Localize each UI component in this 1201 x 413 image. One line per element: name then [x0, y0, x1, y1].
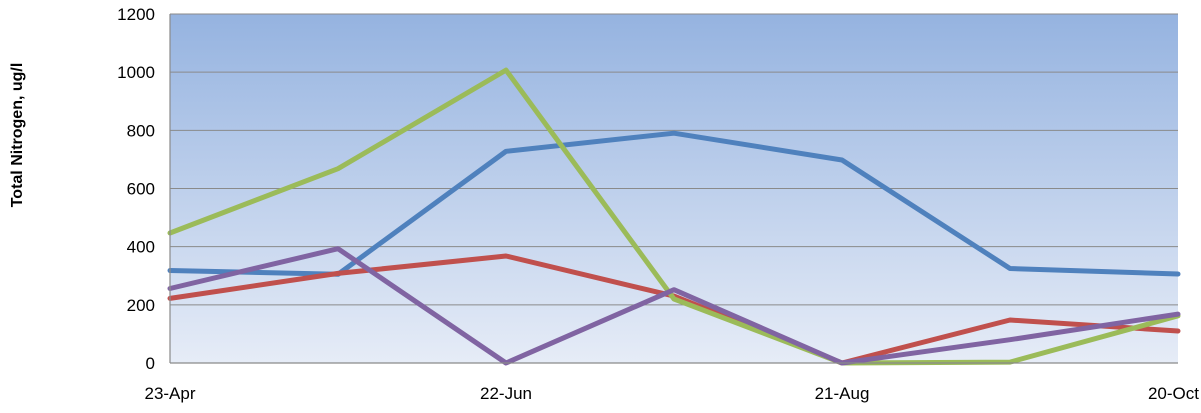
- y-tick-label: 400: [127, 238, 155, 257]
- series-line-3: [167, 67, 1181, 366]
- series-line-4: [167, 246, 1181, 366]
- x-tick-label: 21-Aug: [815, 384, 870, 403]
- series-lines: [167, 67, 1181, 366]
- y-tick-label: 0: [146, 354, 155, 373]
- y-tick-label: 800: [127, 121, 155, 140]
- y-axis-label: Total Nitrogen, ug/l: [9, 63, 26, 208]
- y-tick-label: 600: [127, 180, 155, 199]
- y-tick-label: 200: [127, 296, 155, 315]
- y-tick-label: 1000: [117, 63, 155, 82]
- y-tick-label: 1200: [117, 5, 155, 24]
- x-tick-label: 23-Apr: [144, 384, 195, 403]
- axes: [169, 14, 1178, 364]
- x-tick-label: 22-Jun: [480, 384, 532, 403]
- y-tick-labels: 0 200 400 600 800 1000 1200: [117, 5, 155, 373]
- x-tick-label: 20-Oct: [1148, 384, 1199, 403]
- x-tick-labels: 23-Apr 22-Jun 21-Aug 20-Oct: [144, 384, 1199, 403]
